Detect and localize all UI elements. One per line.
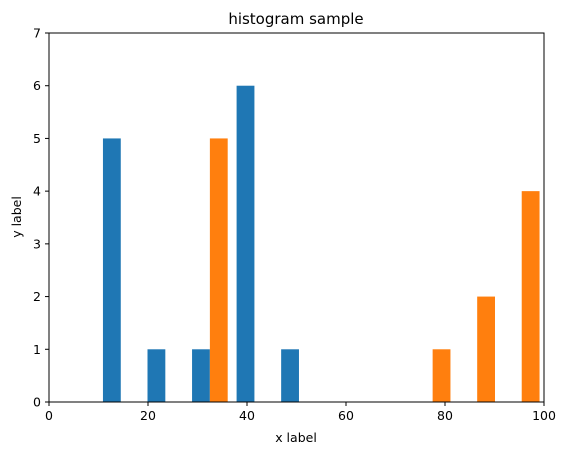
x-tick-label: 100 bbox=[532, 408, 556, 423]
x-axis-label: x label bbox=[275, 430, 317, 445]
y-tick-label: 5 bbox=[33, 131, 41, 146]
x-tick-label: 40 bbox=[239, 408, 255, 423]
histogram-bar-series1 bbox=[236, 85, 255, 403]
y-tick-label: 6 bbox=[33, 78, 41, 93]
bars-layer bbox=[102, 85, 540, 403]
histogram-bar-series2 bbox=[521, 191, 540, 402]
histogram-bar-series1 bbox=[281, 349, 299, 402]
y-tick-label: 3 bbox=[33, 236, 41, 251]
histogram-bar-series1 bbox=[192, 349, 210, 402]
x-tick-label: 80 bbox=[437, 408, 453, 423]
histogram-bar-series2 bbox=[432, 349, 451, 402]
x-tick-label: 20 bbox=[140, 408, 156, 423]
y-tick-label: 0 bbox=[33, 395, 41, 410]
histogram-bar-series2 bbox=[209, 138, 228, 402]
y-tick-label: 4 bbox=[33, 184, 41, 199]
x-tick-label: 0 bbox=[45, 408, 53, 423]
plot-frame bbox=[48, 32, 545, 403]
x-tick-label: 60 bbox=[338, 408, 354, 423]
chart-title: histogram sample bbox=[228, 10, 363, 28]
y-tick-label: 1 bbox=[33, 342, 41, 357]
histogram-bar-series2 bbox=[477, 296, 495, 402]
y-axis-ticks: 0 1 2 3 4 5 6 7 bbox=[33, 26, 49, 410]
y-tick-label: 2 bbox=[33, 289, 41, 304]
y-tick-label: 7 bbox=[33, 26, 41, 41]
x-axis-ticks: 0 20 40 60 80 100 bbox=[45, 402, 556, 423]
plot-area bbox=[49, 33, 544, 402]
histogram-bar-series1 bbox=[147, 349, 166, 402]
histogram-bar-series1 bbox=[102, 138, 121, 402]
y-axis-label: y label bbox=[9, 196, 24, 238]
